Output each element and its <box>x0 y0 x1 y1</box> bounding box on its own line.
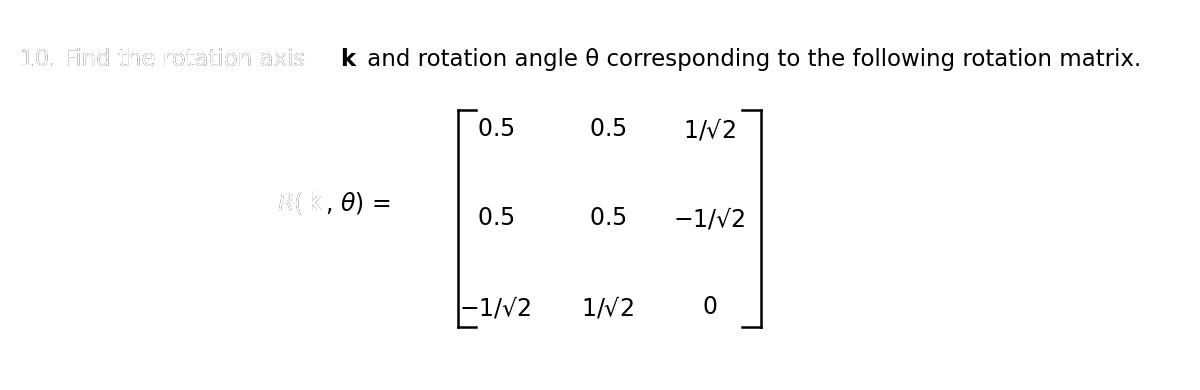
Text: , $\theta$) =: , $\theta$) = <box>325 190 390 216</box>
Text: 10. Find the rotation axis: 10. Find the rotation axis <box>19 48 312 71</box>
Text: $1/√2$: $1/√2$ <box>683 116 736 142</box>
Text: $\mathbf{k}$: $\mathbf{k}$ <box>341 48 358 71</box>
Text: $\mathbf{k}$: $\mathbf{k}$ <box>305 191 323 215</box>
Text: $R($: $R($ <box>276 190 302 216</box>
Text: $\mathbf{k}$: $\mathbf{k}$ <box>305 191 323 215</box>
Text: $0.5$: $0.5$ <box>476 117 515 141</box>
Text: $1/√2$: $1/√2$ <box>582 294 634 320</box>
Text: 10. Find the rotation axis: 10. Find the rotation axis <box>19 48 312 71</box>
Text: $0.5$: $0.5$ <box>589 206 626 230</box>
Text: $0.5$: $0.5$ <box>589 117 626 141</box>
Text: $−1/√2$: $−1/√2$ <box>673 205 746 231</box>
Text: $R($: $R($ <box>276 190 302 216</box>
Text: $0.5$: $0.5$ <box>476 206 515 230</box>
Text: $−1/√2$: $−1/√2$ <box>460 294 532 320</box>
Text: $0$: $0$ <box>702 295 718 319</box>
Text: and rotation angle θ corresponding to the following rotation matrix.: and rotation angle θ corresponding to th… <box>360 48 1141 71</box>
